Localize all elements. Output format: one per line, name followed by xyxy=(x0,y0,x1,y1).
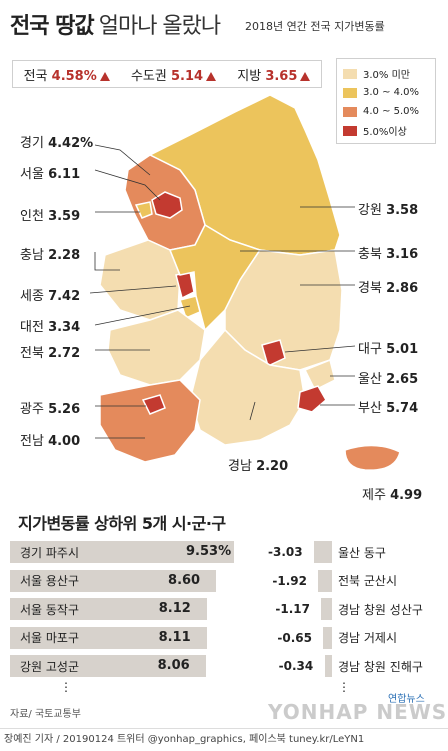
bottom-value: -1.17 xyxy=(275,602,310,616)
footer: 장예진 기자 / 20190124 트위터 @yonhap_graphics, … xyxy=(0,728,448,750)
label-ulsan: 울산 2.65 xyxy=(358,372,419,387)
region-gyeongnam xyxy=(189,328,306,446)
summary-national: 전국 4.58% xyxy=(24,65,110,84)
region-jeonnam xyxy=(99,379,201,463)
label-gyeongbuk: 경북 2.86 xyxy=(358,281,419,296)
top-bar xyxy=(10,598,207,620)
bottom-name: 전북 군산시 xyxy=(338,574,398,588)
bottom-value: -1.92 xyxy=(272,573,307,588)
summary-province: 지방 3.65 xyxy=(237,65,311,84)
bottom-name: 경남 창원 성산구 xyxy=(338,602,423,617)
up-arrow-icon xyxy=(99,71,110,81)
top-value: 8.60 xyxy=(168,572,201,588)
label-daegu: 대구 5.01 xyxy=(358,342,419,357)
top-value: 8.11 xyxy=(158,629,191,645)
page-title: 전국 땅값 얼마나 올랐나 xyxy=(10,8,221,40)
top-name: 서울 용산구 xyxy=(20,574,80,588)
legend-item: 5.0%이상 xyxy=(343,121,429,140)
top-value: 8.12 xyxy=(158,601,191,616)
region-busan xyxy=(297,385,327,413)
title-light: 얼마나 올랐나 xyxy=(98,14,221,39)
title-bold: 전국 땅값 xyxy=(10,14,95,39)
up-arrow-icon xyxy=(300,71,311,81)
label-jeju: 제주 4.99 xyxy=(362,488,423,503)
up-arrow-icon xyxy=(206,71,217,81)
top-name: 서울 동작구 xyxy=(20,602,80,617)
bottom-bar xyxy=(323,626,332,649)
top-name: 서울 마포구 xyxy=(20,631,80,645)
label-gyeonggi: 경기 4.42% xyxy=(20,136,94,151)
region-incheon xyxy=(134,201,153,219)
region-gwangju xyxy=(141,394,166,415)
bottom-value: -0.65 xyxy=(277,630,313,645)
label-sejong: 세종 7.42 xyxy=(20,289,81,304)
top-value: 9.53% xyxy=(186,544,232,559)
label-chungnam: 충남 2.28 xyxy=(20,248,81,263)
legend-item: 3.0% 미만 xyxy=(343,64,429,83)
top-bar xyxy=(10,655,206,677)
region-jeonbuk xyxy=(107,309,206,386)
top-value: 8.06 xyxy=(157,658,190,673)
bottom-name: 경남 거제시 xyxy=(338,631,398,645)
ellipsis-left: ⋮ xyxy=(60,680,72,694)
region-ulsan xyxy=(303,358,336,392)
bottom-value: -0.34 xyxy=(278,659,314,673)
bottom-name: 울산 동구 xyxy=(338,545,386,560)
bottom-bar xyxy=(324,655,332,677)
bottom-bar xyxy=(314,541,332,563)
label-gyeongnam: 경남 2.20 xyxy=(228,459,289,474)
label-gangwon: 강원 3.58 xyxy=(358,203,419,218)
label-chungbuk: 충북 3.16 xyxy=(358,247,419,262)
region-jeju xyxy=(344,444,401,471)
yonhap-logo: 연합뉴스 xyxy=(388,694,425,705)
ranking-title: 지가변동률 상하위 5개 시·군·구 xyxy=(18,514,226,533)
top-bar xyxy=(10,626,207,649)
legend: 3.0% 미만 3.0 ~ 4.0% 4.0 ~ 5.0% 5.0%이상 xyxy=(336,58,436,144)
label-seoul: 서울 6.11 xyxy=(20,167,81,182)
bottom-name: 경남 창원 진해구 xyxy=(338,659,423,674)
subtitle: 2018년 연간 전국 지가변동률 xyxy=(245,20,385,33)
region-seoul xyxy=(151,191,183,219)
summary-capital: 수도권 5.14 xyxy=(131,65,217,84)
label-gwangju: 광주 5.26 xyxy=(20,402,81,417)
region-chungnam xyxy=(99,239,181,321)
leader-lines xyxy=(89,144,356,439)
top-bar xyxy=(10,569,217,592)
source-credit: 자료/ 국토교통부 xyxy=(10,709,81,720)
watermark: YONHAP NEWS xyxy=(268,700,448,724)
label-jeonbuk: 전북 2.72 xyxy=(20,346,81,361)
ellipsis-right: ⋮ xyxy=(338,680,350,694)
label-daejeon: 대전 3.34 xyxy=(20,320,81,335)
legend-item: 3.0 ~ 4.0% xyxy=(343,83,429,102)
bottom-value: -3.03 xyxy=(268,545,303,559)
summary-box: 전국 4.58% 수도권 5.14 지방 3.65 xyxy=(12,60,322,88)
legend-item: 4.0 ~ 5.0% xyxy=(343,102,429,121)
label-jeonnam: 전남 4.00 xyxy=(20,434,81,449)
top-name: 경기 파주시 xyxy=(20,545,80,560)
label-busan: 부산 5.74 xyxy=(358,401,419,416)
top-bar xyxy=(10,541,234,563)
region-daegu xyxy=(261,339,286,368)
top-name: 강원 고성군 xyxy=(20,659,80,674)
bottom-bar xyxy=(321,598,332,620)
bottom-bar xyxy=(318,569,332,592)
label-incheon: 인천 3.59 xyxy=(20,209,81,224)
